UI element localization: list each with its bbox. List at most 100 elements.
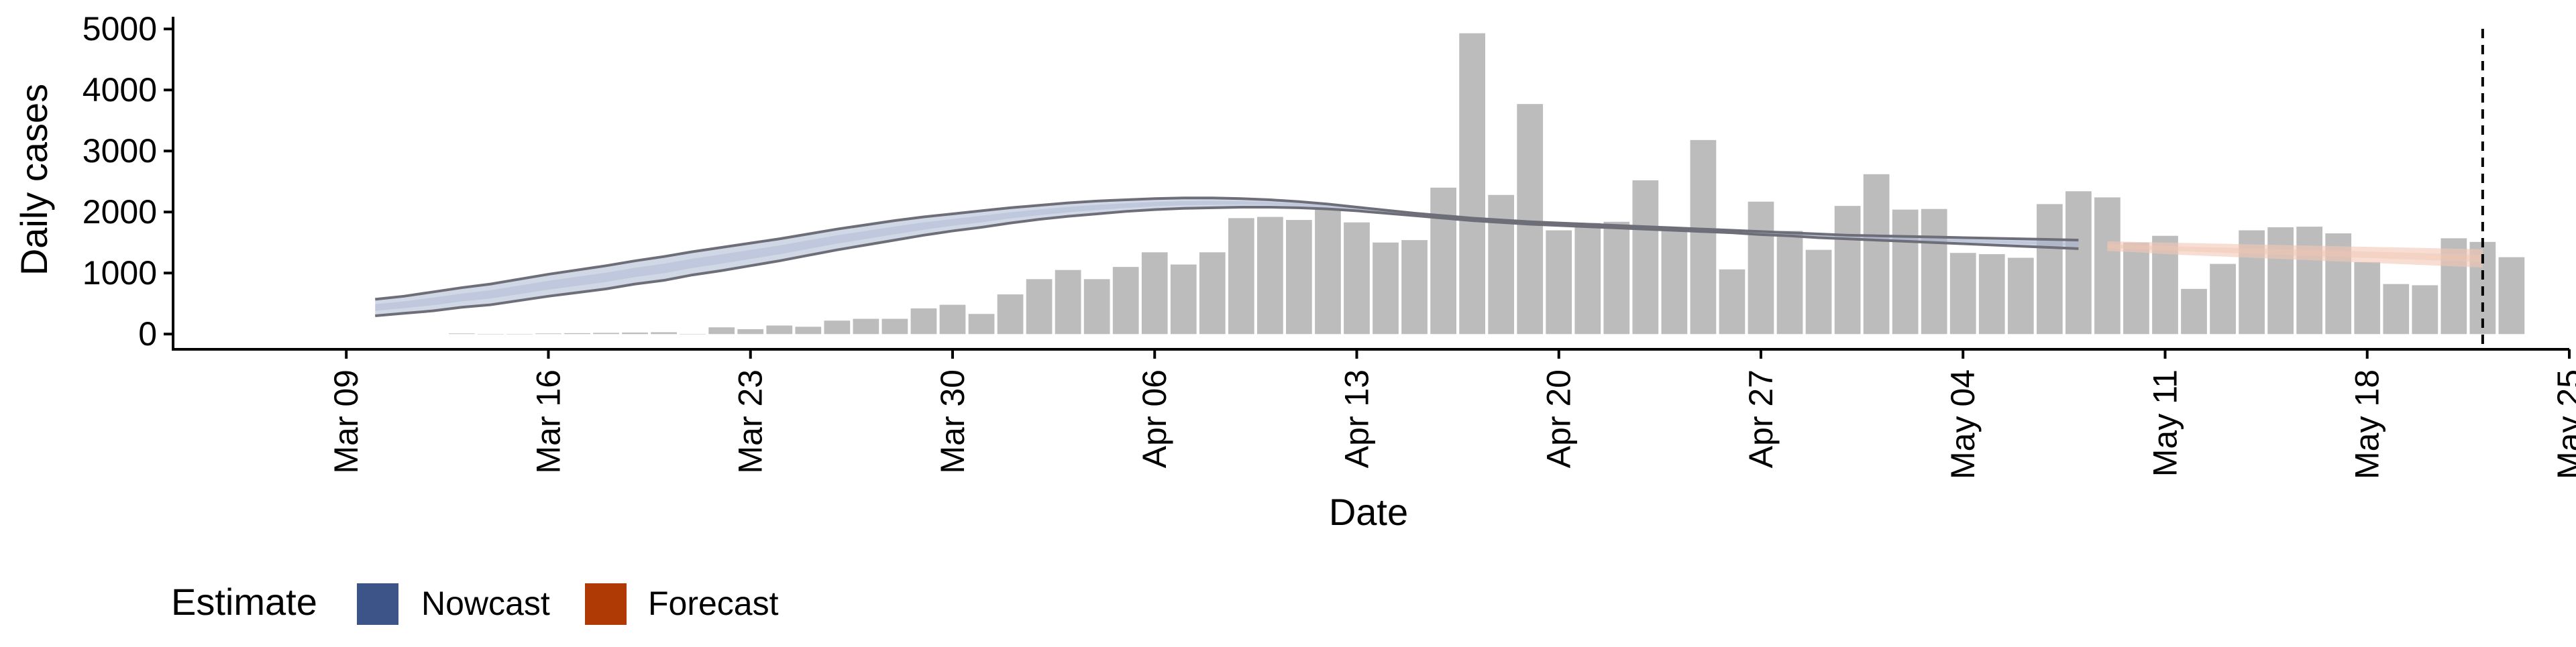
bands-layer [375,196,2483,317]
bar [1257,217,1283,335]
bar [997,294,1024,335]
bar [1834,206,1861,335]
legend-label-nowcast: Nowcast [421,585,550,622]
bar [1026,279,1053,335]
bar [1546,230,1572,335]
bar [1459,33,1485,335]
y-axis-title: Daily cases [13,84,55,276]
bar [1892,209,1919,335]
bar [2065,191,2092,335]
bar [1228,218,1254,335]
forecast-band [2107,241,2483,268]
bar [478,334,504,335]
bar [939,304,966,335]
bar [2007,257,2034,335]
y-tick-label: 5000 [83,10,157,48]
bar [1517,104,1544,335]
bar [2267,227,2294,335]
x-tick-label: Apr 13 [1338,369,1375,468]
bars-layer [448,33,2525,335]
bar [1748,201,1774,335]
bar [2094,197,2121,335]
bar [1921,209,1947,335]
bar [1055,270,1081,335]
bar [2210,263,2236,335]
bar [1661,227,1688,335]
x-tick-label: May 25 [2551,369,2576,479]
bar [593,333,619,335]
nowcast-lower-line [375,205,2079,317]
x-ticks: Mar 09 Mar 16 Mar 23 Mar 30 Apr 06 Apr 13 Apr … [327,349,2576,479]
bar [2036,204,2063,335]
bar [2498,257,2525,335]
bar [1805,249,1832,335]
bar [535,333,561,335]
bar [622,332,648,335]
bar [1344,222,1370,335]
forecast-inner-band [2107,244,2483,262]
x-tick-label: Mar 23 [732,369,769,474]
bar [1603,221,1630,335]
bar [766,325,793,335]
bar [651,332,677,335]
bar [910,308,937,335]
bar [1401,240,1428,335]
bar [1199,252,1226,335]
bar [708,327,735,335]
bar [2412,285,2438,335]
x-tick-label: Mar 16 [529,369,567,474]
nowcast-upper-line [375,196,2079,301]
bar [1141,252,1168,335]
y-tick-label: 4000 [83,71,157,109]
y-tick-label: 3000 [83,132,157,170]
y-ticks: 0 1000 2000 3000 4000 5000 [83,10,173,353]
bar [1632,180,1659,335]
bar [1373,242,1399,335]
bar [824,320,851,335]
bar [1949,253,1976,335]
legend-key-nowcast [357,583,398,625]
bar [1978,254,2005,335]
x-axis-title: Date [1329,491,1408,533]
bar [1719,269,1746,335]
legend: Estimate Nowcast Forecast [171,581,779,625]
bar [968,314,995,335]
bar [2123,242,2149,335]
bar [1574,223,1601,335]
y-tick-label: 0 [138,315,157,353]
bar [853,318,879,335]
x-tick-label: May 04 [1944,369,1982,479]
x-tick-label: May 11 [2146,369,2184,477]
x-tick-label: Mar 09 [327,369,365,474]
bar [1286,220,1312,335]
x-tick-label: Apr 27 [1742,369,1780,468]
bar [2354,261,2381,335]
bar [448,333,475,335]
bar [2296,227,2323,335]
axes-layer [172,17,2569,351]
bar [506,334,533,335]
bar [1083,279,1110,335]
bar [1863,174,1890,335]
bar [1430,187,1456,335]
y-tick-label: 2000 [83,193,157,231]
legend-title: Estimate [171,581,317,623]
bar [1488,194,1515,335]
x-tick-label: Apr 06 [1136,369,1173,468]
legend-key-forecast [585,583,627,625]
bar [1170,264,1197,335]
x-tick-label: Apr 20 [1540,369,1578,468]
legend-label-forecast: Forecast [648,585,779,622]
bar [737,329,764,335]
bar [680,334,706,335]
x-tick-label: Mar 30 [934,369,971,474]
bar [1776,231,1803,335]
bar [2181,288,2207,335]
bar [1315,209,1341,335]
bar [2383,284,2410,335]
y-tick-label: 1000 [83,254,157,292]
bar [564,333,590,335]
bar [1112,267,1139,335]
